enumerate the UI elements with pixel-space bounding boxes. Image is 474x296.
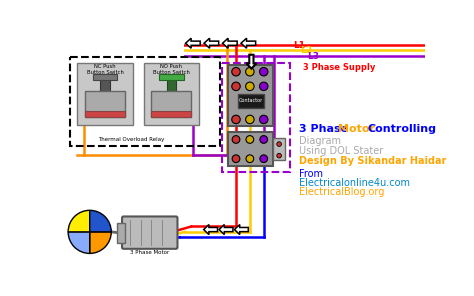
Circle shape (260, 136, 267, 143)
Circle shape (232, 82, 240, 91)
Circle shape (232, 136, 240, 143)
Bar (77, 63, 133, 125)
Circle shape (246, 115, 254, 124)
Bar (159, 74, 183, 80)
Bar (228, 65, 273, 126)
Bar (144, 63, 199, 125)
Circle shape (232, 67, 240, 76)
Bar (284, 59, 425, 266)
Text: Design By Sikandar Haidar: Design By Sikandar Haidar (299, 156, 447, 166)
Circle shape (246, 136, 254, 143)
Bar (85, 91, 125, 117)
Wedge shape (68, 232, 90, 253)
Polygon shape (185, 38, 200, 48)
Text: NC Push
Button Switch: NC Push Button Switch (87, 64, 124, 75)
Circle shape (259, 82, 268, 91)
Polygon shape (246, 55, 256, 69)
Text: From: From (299, 169, 323, 179)
Polygon shape (204, 225, 218, 234)
Polygon shape (235, 225, 248, 234)
Circle shape (259, 67, 268, 76)
Text: L3: L3 (307, 52, 319, 61)
Text: Contactor: Contactor (238, 99, 263, 104)
Bar (237, 94, 264, 108)
Bar (151, 111, 191, 117)
Circle shape (232, 155, 240, 163)
Text: Electricalonline4u.com: Electricalonline4u.com (299, 178, 410, 188)
Circle shape (277, 142, 282, 147)
Text: 3 Phase Motor: 3 Phase Motor (130, 250, 169, 255)
Text: Motor: Motor (337, 124, 379, 134)
Polygon shape (219, 225, 233, 234)
Circle shape (259, 115, 268, 124)
Bar (118, 223, 125, 243)
Text: Diagram: Diagram (299, 136, 341, 147)
Polygon shape (204, 38, 219, 48)
Text: NO Push
Button Switch: NO Push Button Switch (153, 64, 190, 75)
Wedge shape (90, 232, 111, 253)
Bar (85, 111, 125, 117)
Circle shape (277, 153, 282, 158)
Bar (100, 75, 109, 91)
Bar (222, 63, 290, 172)
Text: Using DOL Stater: Using DOL Stater (299, 146, 383, 156)
Text: 3 Phase: 3 Phase (299, 124, 352, 134)
Circle shape (232, 115, 240, 124)
Bar (61, 36, 183, 62)
Polygon shape (222, 38, 237, 48)
Bar (228, 132, 273, 166)
Bar (70, 57, 220, 146)
Circle shape (246, 155, 254, 163)
Wedge shape (68, 210, 90, 232)
Text: L2: L2 (300, 46, 312, 55)
Bar (93, 74, 118, 80)
Text: L1: L1 (293, 41, 305, 50)
Text: Thermal Overload Relay: Thermal Overload Relay (98, 137, 164, 142)
Circle shape (260, 155, 267, 163)
Polygon shape (241, 38, 255, 48)
Circle shape (246, 67, 254, 76)
Wedge shape (90, 210, 111, 232)
Bar (151, 91, 191, 117)
Bar (273, 138, 284, 160)
Bar (167, 75, 176, 91)
Text: ElectricalBlog.org: ElectricalBlog.org (299, 187, 384, 197)
FancyBboxPatch shape (122, 216, 177, 249)
Text: 3 Phase Supply: 3 Phase Supply (303, 63, 375, 72)
Text: Controlling: Controlling (368, 124, 437, 134)
Circle shape (246, 82, 254, 91)
